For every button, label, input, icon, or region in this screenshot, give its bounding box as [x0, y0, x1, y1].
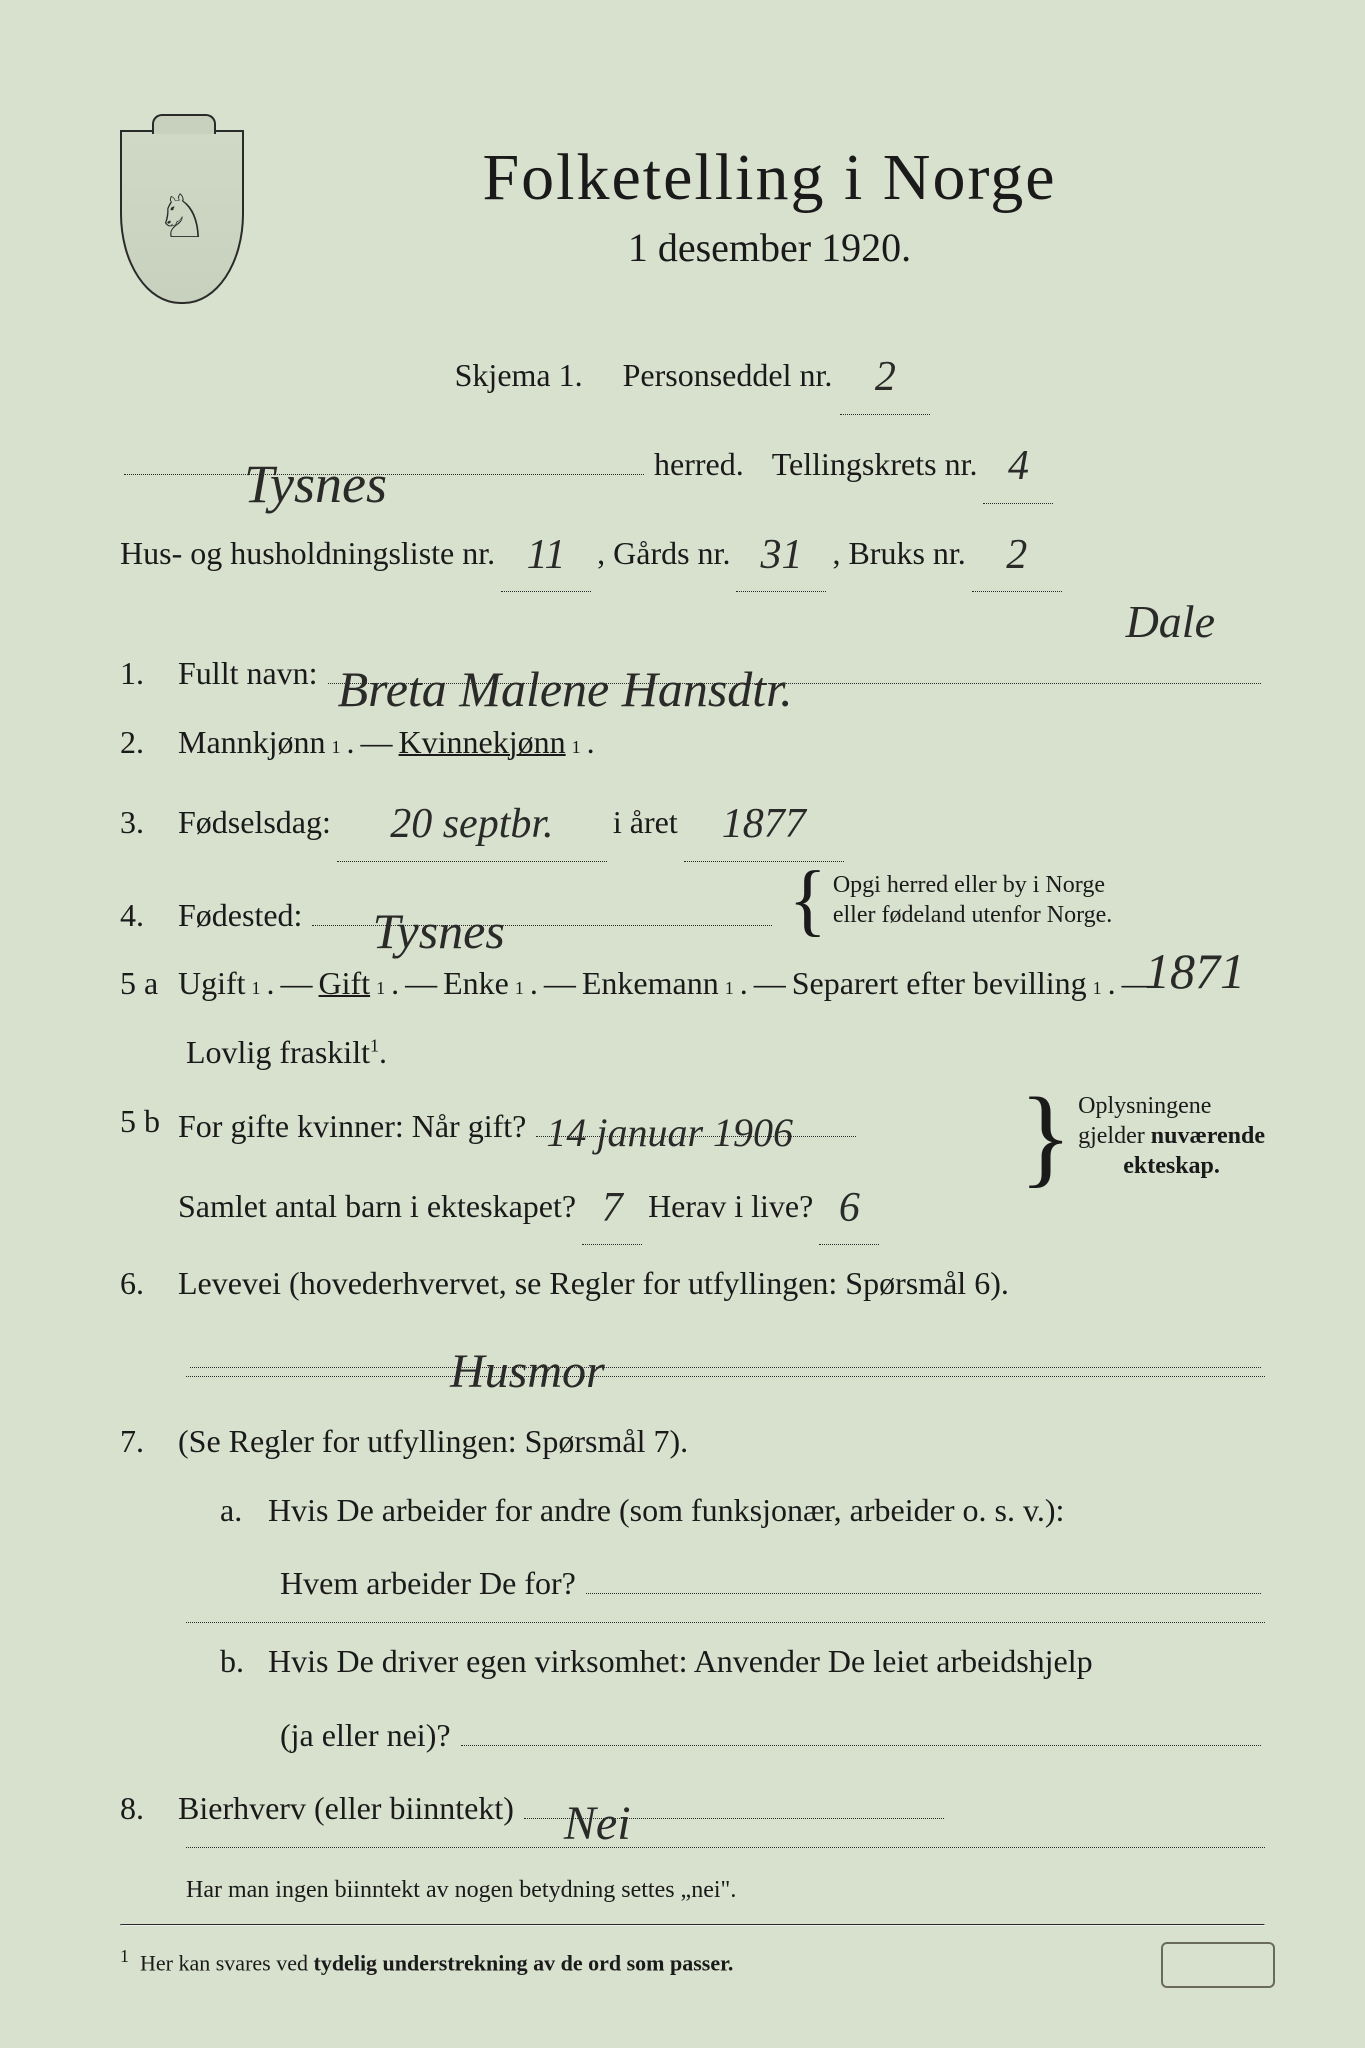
q5b-note1: Oplysningene	[1078, 1091, 1265, 1121]
gards-label: , Gårds nr.	[597, 523, 730, 584]
q7b-text1: Hvis De driver egen virksomhet: Anvender…	[268, 1643, 1093, 1679]
q7b-line2: (ja eller nei)?	[120, 1700, 1265, 1766]
q4-label: Fødested:	[178, 885, 302, 946]
q3-num: 3.	[120, 792, 172, 853]
q7-num: 7.	[120, 1411, 172, 1472]
hus-line: Hus- og husholdningsliste nr. 11 , Gårds…	[120, 512, 1265, 593]
q3-day: 20 septbr.	[390, 801, 553, 847]
footnote-1: 1 Her kan svares ved tydelig understrekn…	[120, 1946, 1265, 1976]
q7a-line1: a. Hvis De arbeider for andre (som funks…	[120, 1480, 1265, 1541]
herred-label: herred.	[654, 434, 744, 495]
tellingskrets-nr: 4	[1008, 443, 1029, 489]
title-block: Folketelling i Norge 1 desember 1920.	[274, 130, 1265, 271]
q7-label: (Se Regler for utfyllingen: Spørsmål 7).	[178, 1411, 688, 1472]
coat-of-arms-icon: ♘	[120, 130, 244, 304]
q5a-separert: Separert efter bevilling	[792, 953, 1087, 1014]
q4-line: 4. Fødested: Tysnes { Opgi herred eller …	[120, 870, 1265, 946]
bruks-nr: 2	[1006, 532, 1027, 578]
tellingskrets-label: Tellingskrets nr.	[772, 434, 978, 495]
schema-label: Skjema 1.	[455, 357, 583, 393]
q5a-fraskilt: Lovlig fraskilt	[186, 1034, 370, 1070]
divider	[186, 1847, 1265, 1848]
q5b-line1: 5 b For gifte kvinner: Når gift? 14 janu…	[120, 1091, 1265, 1245]
q5b-note2: gjelder gjelder nuværendenuværende	[1078, 1121, 1265, 1151]
q5a-enkemann: Enkemann	[582, 953, 719, 1014]
q8-label: Bierhverv (eller biinntekt)	[178, 1778, 514, 1839]
herred-value: Tysnes	[244, 433, 387, 480]
q2-num: 2.	[120, 712, 172, 773]
q1-value: Breta Malene Hansdtr.	[338, 642, 793, 689]
q4-num: 4.	[120, 885, 172, 946]
q8-value: Nei	[564, 1778, 631, 1825]
census-form-page: ♘ Folketelling i Norge 1 desember 1920. …	[0, 0, 1365, 2048]
q5b-gift: 14 januar 1906	[546, 1095, 793, 1142]
q4-note2: eller fødeland utenfor Norge.	[833, 900, 1112, 930]
q7b-line1: b. Hvis De driver egen virksomhet: Anven…	[120, 1631, 1265, 1692]
q1-num: 1.	[120, 643, 172, 704]
q7a-num: a.	[220, 1480, 260, 1541]
q7a-line2: Hvem arbeider De for?	[120, 1549, 1265, 1615]
q5b-label2: Samlet antal barn i ekteskapet?	[178, 1176, 576, 1237]
q2-line: 2. Mannkjønn1. — Kvinnekjønn1.	[120, 712, 1265, 773]
bruks-label: , Bruks nr.	[832, 523, 965, 584]
q5b-live: 6	[839, 1185, 860, 1231]
q7b-text2: (ja eller nei)?	[280, 1705, 451, 1766]
gards-nr: 31	[760, 532, 802, 578]
lion-glyph: ♘	[155, 182, 209, 252]
q4-note1: Opgi herred eller by i Norge	[833, 870, 1112, 900]
q5b-note: } Oplysningene gjelder gjelder nuværende…	[1013, 1091, 1265, 1181]
husliste-label: Hus- og husholdningsliste nr.	[120, 523, 495, 584]
document-subtitle: 1 desember 1920.	[274, 224, 1265, 271]
q7a-text1: Hvis De arbeider for andre (som funksjon…	[268, 1492, 1064, 1528]
q8-line: 8. Bierhverv (eller biinntekt) Nei	[120, 1774, 1265, 1840]
divider-solid	[120, 1924, 1265, 1926]
q5a-line: 5 a Ugift1. — Gift1. — Enke1. — Enkemann…	[120, 953, 1265, 1014]
q2-kvinne: Kvinnekjønn	[399, 712, 566, 773]
printer-stamp-icon	[1161, 1942, 1275, 1988]
q5b-sideyear: 1871	[1145, 942, 1245, 1000]
personseddel-nr: 2	[875, 354, 896, 400]
divider	[186, 1622, 1265, 1623]
q5b-note3: ekteskap.	[1123, 1153, 1220, 1179]
header: ♘ Folketelling i Norge 1 desember 1920.	[120, 130, 1265, 304]
q5a-num: 5 a	[120, 953, 172, 1014]
q6-num: 6.	[120, 1253, 172, 1314]
q1-value2: Dale	[1126, 595, 1215, 648]
q5b-label3: Herav i live?	[648, 1176, 813, 1237]
q5b-label1: For gifte kvinner: Når gift?	[178, 1096, 526, 1157]
q5a-line2: Lovlig fraskilt1.	[120, 1022, 1265, 1083]
q1-label: Fullt navn:	[178, 643, 318, 704]
husliste-nr: 11	[527, 532, 566, 578]
q6-line: 6. Levevei (hovederhvervet, se Regler fo…	[120, 1253, 1265, 1314]
brace-icon: {	[788, 884, 826, 916]
q3-label: Fødselsdag:	[178, 792, 331, 853]
q3-mid: i året	[613, 792, 678, 853]
q2-mann: Mannkjønn	[178, 712, 326, 773]
footnote-nei: Har man ingen biinntekt av nogen betydni…	[120, 1868, 1265, 1914]
q6-label: Levevei (hovederhvervet, se Regler for u…	[178, 1253, 1009, 1314]
q8-num: 8.	[120, 1778, 172, 1839]
document-title: Folketelling i Norge	[274, 140, 1265, 216]
herred-line: Tysnes herred. Tellingskrets nr. 4	[120, 423, 1265, 504]
q4-value: Tysnes	[372, 884, 504, 931]
q6-value-line: Husmor	[120, 1322, 1265, 1368]
q5b-num: 5 b	[120, 1091, 172, 1152]
q1-line: 1. Fullt navn: Breta Malene Hansdtr.	[120, 638, 1265, 704]
brace-icon: }	[1019, 1114, 1072, 1158]
q7-line: 7. (Se Regler for utfyllingen: Spørsmål …	[120, 1411, 1265, 1472]
q3-year: 1877	[722, 801, 806, 847]
q6-value: Husmor	[450, 1326, 605, 1373]
q4-note: { Opgi herred eller by i Norge eller fød…	[782, 870, 1112, 930]
q3-line: 3. Fødselsdag: 20 septbr. i året 1877	[120, 781, 1265, 862]
q5b-barn: 7	[602, 1185, 623, 1231]
q5a-gift: Gift	[319, 953, 371, 1014]
schema-line: Skjema 1. Personseddel nr. 2	[120, 334, 1265, 415]
q7b-num: b.	[220, 1631, 260, 1692]
divider	[186, 1376, 1265, 1377]
q7a-text2: Hvem arbeider De for?	[280, 1553, 576, 1614]
q5a-enke: Enke	[443, 953, 509, 1014]
q5a-ugift: Ugift	[178, 953, 246, 1014]
personseddel-label: Personseddel nr.	[623, 357, 833, 393]
